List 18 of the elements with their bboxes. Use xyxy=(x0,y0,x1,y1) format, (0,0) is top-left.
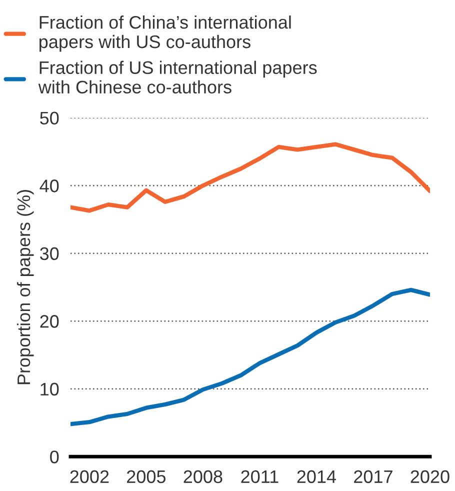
legend-label: Fraction of China’s international papers with US co-authors xyxy=(40,15,291,52)
x-tick-label: 2020 xyxy=(410,470,450,484)
x-tick-label: 2014 xyxy=(297,470,336,484)
x-tick-label: 2002 xyxy=(70,470,109,484)
x-tick-label: 2017 xyxy=(354,470,392,484)
line-series xyxy=(70,142,430,213)
y-tick-label: 30 xyxy=(40,247,59,260)
y-tick-label: 0 xyxy=(50,450,59,464)
x-tick-label: 2011 xyxy=(241,470,278,484)
y-tick-label: 10 xyxy=(40,382,59,396)
y-tick-label: 40 xyxy=(40,180,59,192)
y-tick-label: 20 xyxy=(40,315,59,328)
x-tick-label: 2005 xyxy=(127,470,166,484)
line-series xyxy=(70,288,430,426)
y-axis-title: Proportion of papers (%) xyxy=(16,190,34,384)
x-tick-label: 2008 xyxy=(184,470,222,484)
legend-label: Fraction of US international papers with Chinese co-authors xyxy=(38,60,317,94)
y-tick-label: 50 xyxy=(40,112,59,125)
